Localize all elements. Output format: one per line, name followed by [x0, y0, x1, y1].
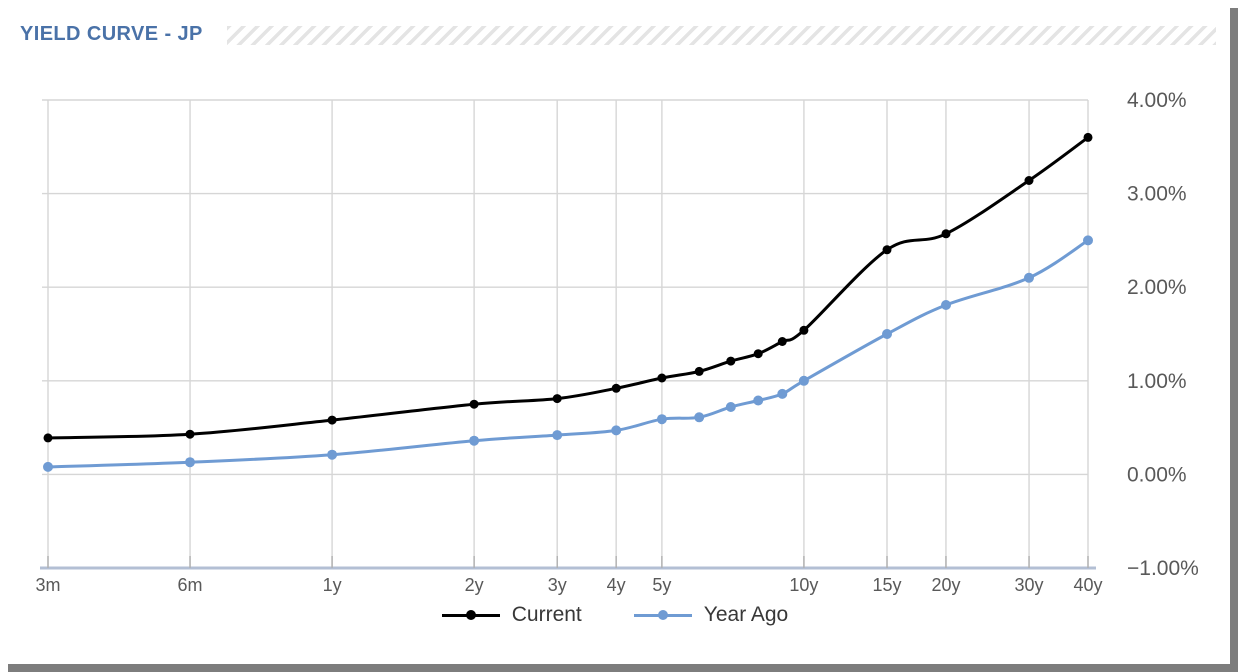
current-series-marker-icon — [441, 610, 500, 620]
year-ago-dot-swatch — [657, 610, 668, 620]
data-point-marker — [753, 395, 764, 406]
legend-item-year-ago: Year Ago — [633, 603, 789, 627]
data-point-marker — [469, 435, 480, 446]
y-axis-tick-label: 2.00% — [1127, 276, 1187, 299]
data-point-marker — [611, 425, 622, 436]
data-point-marker — [327, 415, 337, 425]
data-point-marker — [43, 461, 53, 472]
current-dot-swatch — [465, 610, 476, 620]
x-axis-tick-label: 15y — [872, 575, 901, 595]
horizontal-gridlines — [42, 99, 1088, 476]
data-point-marker — [799, 325, 809, 335]
x-axis-tick-label: 3y — [548, 575, 567, 595]
x-axis-tick-label: 4y — [607, 575, 626, 595]
x-axis-tick-label: 40y — [1073, 575, 1102, 595]
x-axis-tick-label: 1y — [323, 575, 342, 595]
data-point-marker — [43, 433, 53, 443]
data-point-marker — [1083, 235, 1093, 246]
data-point-marker — [777, 337, 787, 346]
legend-label-year-ago: Year Ago — [703, 603, 789, 626]
data-point-marker — [185, 457, 195, 468]
data-point-marker — [941, 300, 951, 310]
data-point-marker — [552, 430, 563, 441]
x-axis-tick-label: 10y — [789, 575, 818, 595]
data-point-marker — [327, 449, 338, 460]
chart-title: YIELD CURVE - JP — [20, 22, 203, 45]
vertical-gridlines — [47, 100, 1089, 568]
data-point-marker — [694, 366, 704, 376]
data-point-marker — [777, 388, 788, 399]
card-header: YIELD CURVE - JP — [20, 21, 1216, 47]
y-axis-labels: 4.00% 3.00% 2.00% 1.00% 0.00% −1.00% — [1127, 89, 1199, 580]
year-ago-series-marker-icon — [633, 610, 692, 620]
data-point-marker — [725, 402, 736, 412]
data-point-marker — [611, 383, 621, 393]
x-axis-ticks — [47, 556, 1089, 568]
data-point-marker — [726, 356, 736, 366]
data-point-marker — [1024, 176, 1034, 185]
y-axis-tick-label: −1.00% — [1127, 557, 1199, 580]
data-point-marker — [469, 399, 479, 409]
data-point-marker — [798, 375, 809, 386]
y-axis-tick-label: 0.00% — [1127, 463, 1187, 486]
data-point-marker — [694, 412, 705, 423]
chart-legend: Current Year Ago — [0, 603, 1230, 627]
legend-item-current: Current — [441, 603, 582, 627]
x-axis-tick-label: 20y — [931, 575, 960, 595]
data-point-marker — [656, 414, 667, 425]
data-point-marker — [941, 229, 951, 239]
yield-curve-chart: 3m 6m 1y 2y 3y 4y 5y 10y 15y 20y 30y 40y 4.00% 3.00% 2… — [35, 89, 1199, 595]
x-axis-labels: 3m 6m 1y 2y 3y 4y 5y 10y 15y 20y 30y 40y — [35, 575, 1102, 595]
legend-label-current: Current — [511, 603, 582, 626]
series-year-ago — [43, 235, 1093, 472]
series-current — [43, 132, 1093, 443]
data-point-marker — [185, 429, 195, 439]
data-point-marker — [882, 329, 892, 339]
x-axis-tick-label: 30y — [1015, 575, 1044, 595]
x-axis-tick-label: 6m — [178, 575, 203, 595]
data-point-marker — [1083, 132, 1093, 142]
data-point-marker — [657, 373, 667, 383]
y-axis-tick-label: 1.00% — [1127, 370, 1187, 393]
x-axis-tick-label: 5y — [652, 575, 671, 595]
x-axis-tick-label: 2y — [465, 575, 484, 595]
data-point-marker — [753, 349, 763, 359]
data-point-marker — [552, 394, 562, 404]
x-axis-tick-label: 3m — [35, 575, 60, 595]
hatch-decoration — [226, 25, 1216, 45]
y-axis-tick-label: 4.00% — [1127, 89, 1187, 112]
y-axis-tick-label: 3.00% — [1127, 183, 1187, 206]
data-point-marker — [882, 245, 892, 255]
data-point-marker — [1024, 272, 1034, 283]
